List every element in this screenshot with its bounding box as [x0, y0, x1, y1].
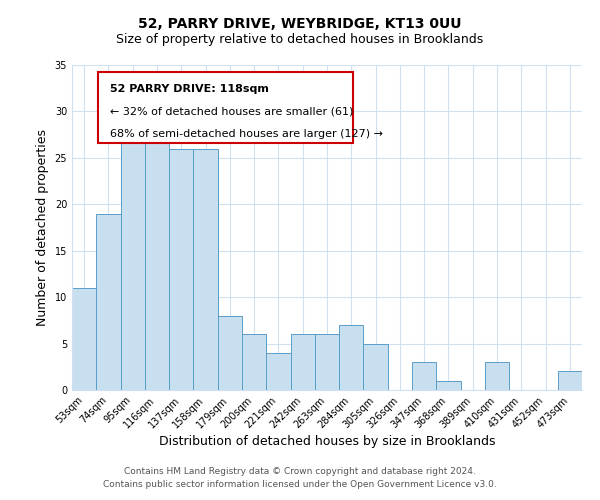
Bar: [169, 148, 193, 390]
Bar: [218, 316, 242, 390]
Bar: [242, 334, 266, 390]
Bar: [558, 372, 582, 390]
Text: 52 PARRY DRIVE: 118sqm: 52 PARRY DRIVE: 118sqm: [110, 84, 269, 94]
Text: Contains HM Land Registry data © Crown copyright and database right 2024.: Contains HM Land Registry data © Crown c…: [124, 467, 476, 476]
Bar: [339, 325, 364, 390]
Bar: [72, 288, 96, 390]
Bar: [436, 380, 461, 390]
FancyBboxPatch shape: [97, 72, 353, 143]
X-axis label: Distribution of detached houses by size in Brooklands: Distribution of detached houses by size …: [159, 436, 495, 448]
Y-axis label: Number of detached properties: Number of detached properties: [36, 129, 49, 326]
Bar: [290, 334, 315, 390]
Text: ← 32% of detached houses are smaller (61): ← 32% of detached houses are smaller (61…: [110, 106, 353, 117]
Bar: [145, 130, 169, 390]
Bar: [412, 362, 436, 390]
Text: 68% of semi-detached houses are larger (127) →: 68% of semi-detached houses are larger (…: [110, 128, 383, 138]
Bar: [96, 214, 121, 390]
Bar: [266, 353, 290, 390]
Bar: [121, 130, 145, 390]
Bar: [315, 334, 339, 390]
Bar: [485, 362, 509, 390]
Bar: [364, 344, 388, 390]
Bar: [193, 148, 218, 390]
Text: Contains public sector information licensed under the Open Government Licence v3: Contains public sector information licen…: [103, 480, 497, 489]
Text: Size of property relative to detached houses in Brooklands: Size of property relative to detached ho…: [116, 32, 484, 46]
Text: 52, PARRY DRIVE, WEYBRIDGE, KT13 0UU: 52, PARRY DRIVE, WEYBRIDGE, KT13 0UU: [138, 18, 462, 32]
